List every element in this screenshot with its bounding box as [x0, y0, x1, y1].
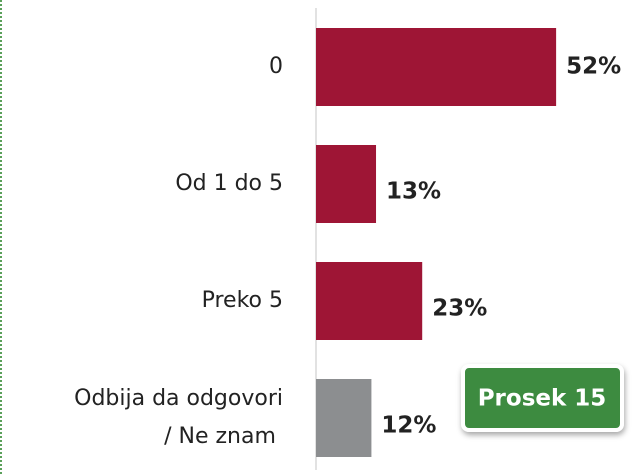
- bar: [316, 262, 423, 340]
- annotation-text: Prosek 15: [478, 386, 607, 412]
- bar: [316, 145, 377, 223]
- category-label: Od 1 do 5: [175, 171, 283, 196]
- value-label: 52%: [566, 54, 621, 80]
- value-label: 23%: [432, 296, 487, 322]
- annotation: Prosek 15: [461, 364, 624, 432]
- category-label: Preko 5: [202, 288, 283, 313]
- category-label: Odbija da odgovori / Ne znam: [74, 386, 283, 449]
- value-label: 13%: [386, 179, 441, 205]
- annotation-box: [461, 364, 624, 432]
- bar: [316, 379, 372, 457]
- category-label: 0: [269, 54, 283, 79]
- value-label: 12%: [381, 413, 436, 439]
- bar: [316, 28, 557, 106]
